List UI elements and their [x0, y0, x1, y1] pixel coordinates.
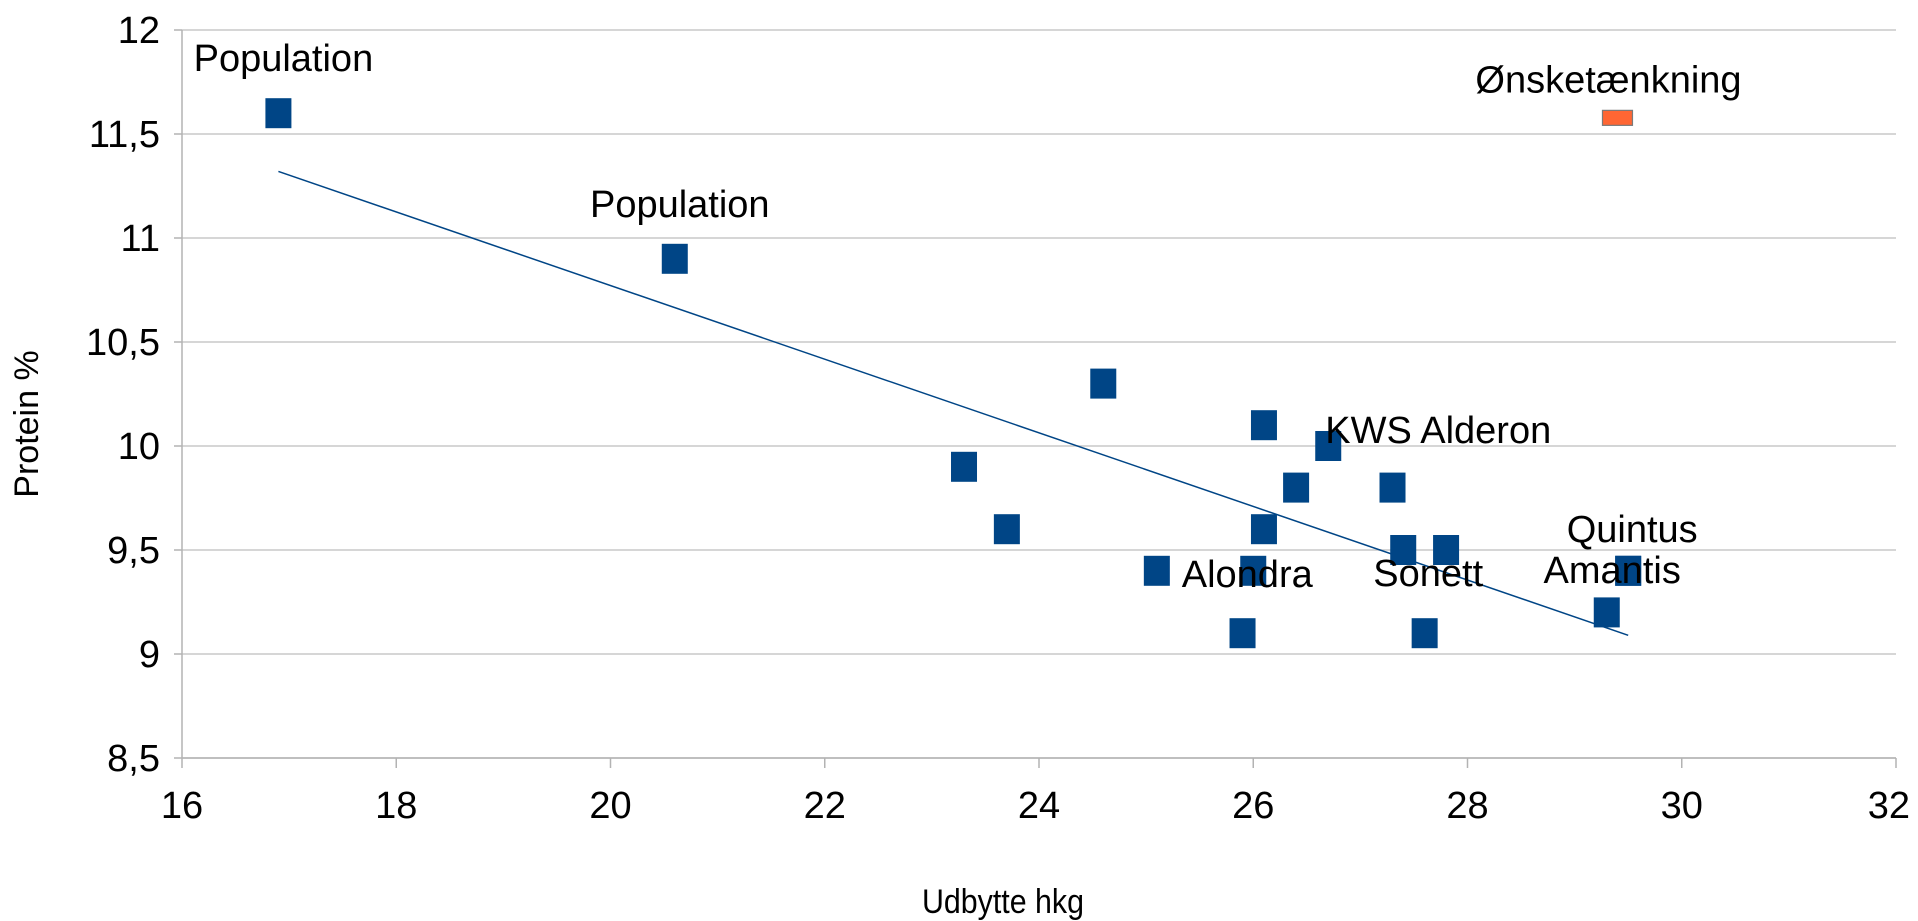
data-point-marker — [1379, 472, 1406, 503]
x-tick-label: 22 — [804, 785, 846, 827]
y-axis-ticks: 8,5 9 9,5 10 10,5 11 11,5 12 — [86, 10, 182, 780]
y-tick-label: 12 — [118, 10, 160, 52]
y-tick-label: 9,5 — [107, 530, 160, 572]
y-tick-label: 10,5 — [86, 322, 160, 364]
data-point-marker — [265, 98, 292, 129]
x-tick-label: 16 — [161, 785, 203, 827]
data-point-marker — [1593, 597, 1620, 628]
data-point-label: Sonett — [1373, 553, 1483, 595]
data-point-marker — [993, 514, 1020, 545]
x-tick-label: 26 — [1232, 785, 1274, 827]
data-point-marker — [1143, 555, 1170, 586]
data-point-marker — [661, 243, 688, 274]
data-point-label: Ønsketænkning — [1475, 59, 1741, 101]
y-axis-title: Protein % — [8, 350, 46, 497]
target-point-marker — [1601, 109, 1634, 126]
data-point-label: KWS Alderon — [1325, 410, 1551, 452]
data-point-marker — [1250, 514, 1277, 545]
data-point-label: Population — [194, 38, 374, 80]
point-labels: Population Population Alondra KWS Alderon So… — [194, 38, 1742, 596]
data-point-marker — [1229, 618, 1256, 649]
x-tick-label: 24 — [1018, 785, 1060, 827]
y-tick-label: 8,5 — [107, 738, 160, 780]
x-tick-label: 18 — [375, 785, 417, 827]
data-point-marker — [1390, 535, 1417, 565]
data-point-marker — [1433, 535, 1460, 565]
data-point-marker — [1090, 368, 1117, 399]
data-points — [265, 98, 1642, 649]
y-tick-label: 10 — [118, 426, 160, 468]
x-axis-title: Udbytte hkg — [922, 883, 1084, 921]
x-axis-ticks: 16 18 20 22 24 26 28 30 32 — [161, 758, 1910, 827]
data-point-marker — [1250, 410, 1277, 441]
data-point-marker — [1315, 431, 1342, 461]
x-tick-label: 20 — [589, 785, 631, 827]
y-tick-label: 11 — [121, 218, 160, 260]
data-point-marker — [951, 451, 978, 482]
y-tick-label: 9 — [139, 634, 160, 676]
axes — [181, 30, 1896, 759]
data-point-marker — [1240, 555, 1267, 586]
y-tick-label: 11,5 — [89, 114, 160, 156]
grid-lines — [182, 29, 1896, 759]
data-point-label: Amantis — [1544, 550, 1681, 592]
data-point-marker — [1615, 555, 1642, 586]
data-point-label: Population — [590, 184, 770, 226]
x-tick-label: 28 — [1446, 785, 1488, 827]
data-point-marker — [1411, 618, 1438, 649]
data-point-label: Quintus — [1567, 509, 1698, 551]
data-point-label: Alondra — [1182, 554, 1314, 596]
data-point-marker — [1283, 472, 1310, 503]
x-tick-label: 30 — [1661, 785, 1703, 827]
x-tick-label: 32 — [1868, 785, 1910, 827]
